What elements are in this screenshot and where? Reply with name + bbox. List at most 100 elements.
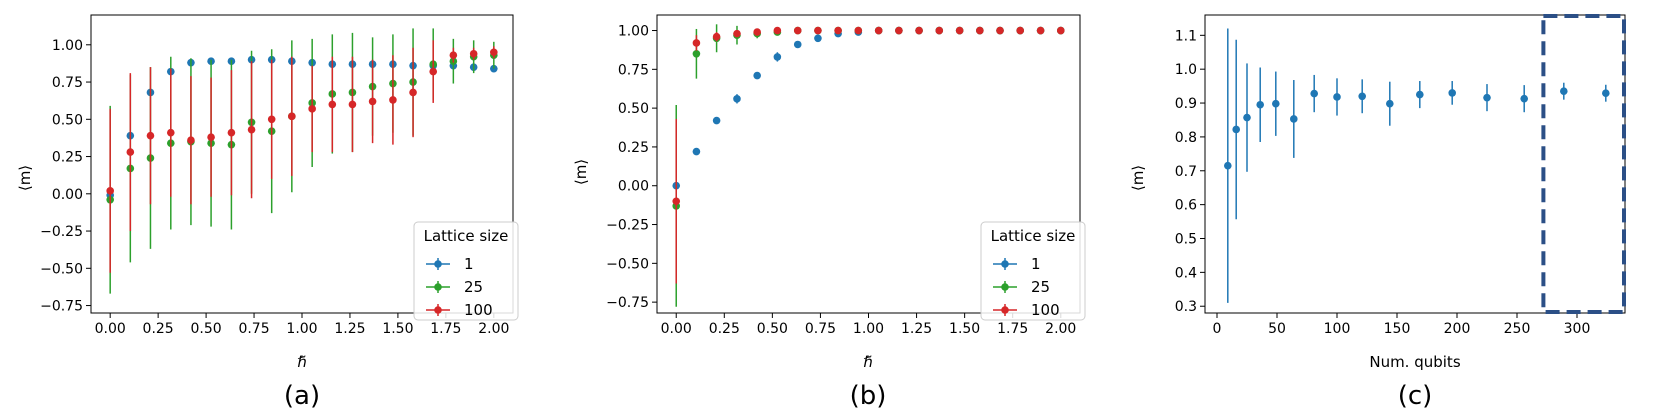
panel-b-ytick-label: −0.25 [606, 218, 649, 234]
panel-a-ytick-label: 0.50 [52, 112, 83, 128]
panel-c-point [1224, 161, 1232, 170]
panel-a-ylabel: ⟨m⟩ [16, 165, 34, 191]
panel-b-point [733, 29, 741, 38]
panel-c-plot: 0 50 100 150 200 250 300 0.3 0.4 0.5 0.6 0.7 0.8 0.9 1… [1175, 14, 1627, 337]
panel-c-ylabel: ⟨m⟩ [1129, 165, 1147, 191]
panel-b-point [712, 116, 721, 125]
panel-b-legend-title: Lattice size [991, 227, 1076, 245]
panel-c-xtick-label: 300 [1564, 321, 1591, 337]
panel-b-ytick-label: 0.75 [618, 62, 649, 78]
panel-c-xtick-label: 100 [1324, 321, 1351, 337]
panel-c-point [1310, 89, 1318, 98]
panel-a-point [409, 88, 417, 97]
panel-b-xtick-label: 2.00 [1045, 321, 1076, 337]
panel-c-point [1520, 94, 1528, 103]
panel-b-xtick-label: 1.00 [853, 321, 884, 337]
panel-c-ytick-label: 0.9 [1175, 96, 1197, 112]
panel-a-legend-label: 100 [464, 301, 493, 319]
panel-b-ytick-label: 0.00 [618, 179, 649, 195]
panel-a-point [429, 67, 438, 76]
panel-b-xtick-label: 1.75 [997, 321, 1028, 337]
panel-b-legend-label: 25 [1031, 278, 1050, 296]
panel-b-point [814, 26, 822, 35]
panel-c-point [1232, 125, 1240, 134]
panel-b-ytick-label: −0.75 [606, 295, 649, 311]
panel-a-point [368, 97, 377, 106]
panel-a-legend-marker [434, 283, 442, 291]
panel-a-point [106, 187, 114, 195]
panel-b-point [753, 71, 761, 80]
panel-a-ytick-label: 1.00 [52, 38, 83, 54]
panel-b-ytick-label: −0.50 [606, 256, 649, 272]
panel-c-ytick-label: 0.4 [1175, 265, 1197, 281]
panel-b-point [773, 53, 782, 61]
panel-a-ytick-label: 0.25 [52, 150, 83, 166]
panel-b-xtick-label: 0.25 [709, 321, 740, 337]
panel-b-point [672, 197, 681, 206]
panel-a-xlabel: ℏ̃ [297, 353, 307, 371]
panel-c-xtick-label: 250 [1504, 321, 1531, 337]
panel-a-legend-marker [434, 260, 442, 268]
panel-a-legend-label: 25 [464, 278, 483, 296]
panel-c-ytick-label: 0.5 [1175, 232, 1197, 248]
panel-c-axes-frame [1204, 14, 1626, 314]
panel-c-point [1333, 93, 1341, 101]
panel-c-point [1416, 90, 1424, 99]
panel-b-legend-marker [1001, 260, 1009, 268]
panel-b-xtick-label: 1.50 [949, 321, 980, 337]
panel-c-highlight-box [1541, 14, 1627, 314]
panel-a-point [146, 131, 155, 140]
panel-a-legend: Lattice size 1 25 100 [413, 221, 519, 321]
panel-b-xtick-label: 0.50 [757, 321, 788, 337]
panel-a-point [389, 96, 397, 104]
panel-c-label: (c) [1398, 381, 1433, 411]
panel-c-ytick-label: 0.7 [1175, 164, 1197, 180]
panel-b-point [733, 95, 741, 103]
panel-a-label: (a) [284, 381, 320, 411]
panel-c-xtick-label: 50 [1268, 321, 1286, 337]
panel-a-xtick-label: 1.25 [334, 321, 365, 337]
panel-c-xlabel: Num. qubits [1369, 353, 1460, 371]
panel-b-xtick-label: 1.25 [901, 321, 932, 337]
panel-a-point [449, 51, 458, 60]
panel-b-point [712, 32, 721, 41]
panel-b: 0.00 0.25 0.50 0.75 1.00 1.25 1.50 1.75 2.00 −0.7… [572, 14, 1086, 411]
panel-b-legend-box [980, 221, 1086, 321]
panel-b-legend: Lattice size 1 25 100 [980, 221, 1086, 321]
panel-a-legend-label: 1 [464, 255, 474, 273]
panel-b-point [1016, 26, 1025, 35]
panel-c-xtick-label: 150 [1384, 321, 1411, 337]
panel-c-point [1358, 92, 1366, 101]
panel-b-plot: 0.00 0.25 0.50 0.75 1.00 1.25 1.50 1.75 2.00 −0.7… [606, 14, 1081, 337]
panel-b-xtick-label: 0.75 [805, 321, 836, 337]
panel-b-series-1 [672, 26, 1065, 190]
panel-a-point [267, 115, 276, 124]
panel-b-legend-marker [1001, 306, 1009, 314]
panel-a-point [328, 100, 337, 109]
panel-c-point [1243, 113, 1251, 122]
panel-a-point [187, 136, 195, 144]
panel-b-point [874, 26, 883, 35]
panel-a-legend-marker [434, 306, 442, 314]
panel-b-point [692, 147, 701, 156]
panel-c: 0 50 100 150 200 250 300 0.3 0.4 0.5 0.6 0.7 0.8 0.9 1… [1129, 14, 1627, 411]
panel-a-point [247, 125, 256, 134]
panel-a-point [126, 148, 135, 156]
panel-b-point [895, 26, 903, 35]
panel-c-point [1560, 87, 1568, 95]
panel-c-ytick-label: 0.6 [1175, 198, 1197, 214]
panel-a-point [227, 128, 236, 137]
panel-b-legend-label: 1 [1031, 255, 1041, 273]
panel-c-point [1290, 115, 1298, 123]
panel-b-label: (b) [850, 381, 887, 411]
panel-a-point [166, 128, 175, 137]
panel-c-ytick-label: 1.0 [1175, 62, 1197, 78]
panel-a-ytick-label: −0.50 [40, 261, 83, 277]
panel-b-point [1036, 26, 1045, 35]
panel-c-ytick-label: 0.8 [1175, 130, 1197, 146]
panel-b-ytick-label: 1.00 [618, 24, 649, 40]
panel-a-ytick-label: −0.75 [40, 299, 83, 315]
panel-a-xtick-label: 0.75 [238, 321, 269, 337]
panel-b-point [854, 26, 863, 35]
